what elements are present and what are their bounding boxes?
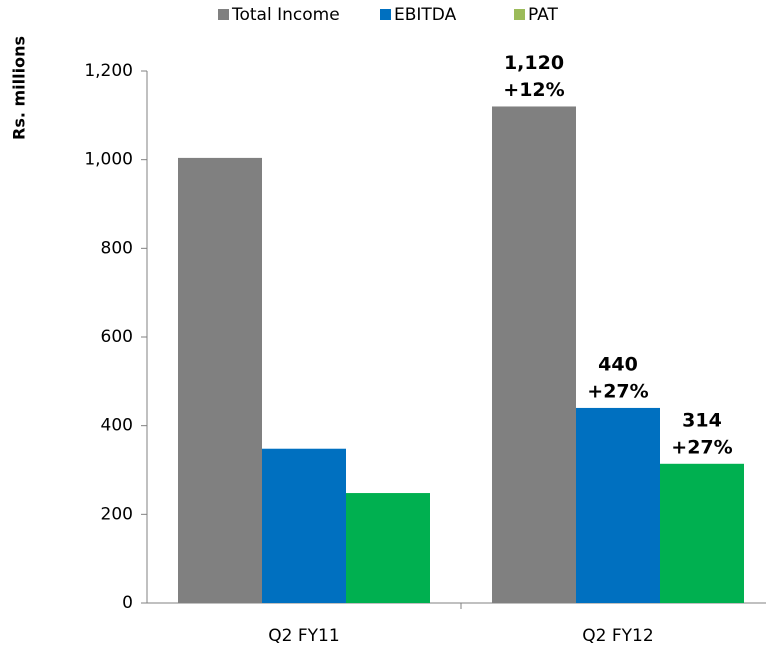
bar bbox=[660, 463, 744, 603]
y-axis-title: Rs. millions bbox=[10, 36, 29, 140]
change-label: +27% bbox=[671, 436, 732, 458]
legend-swatch bbox=[380, 9, 391, 20]
bar bbox=[492, 106, 576, 603]
change-label: +27% bbox=[587, 380, 648, 402]
change-label: +12% bbox=[503, 79, 564, 101]
y-tick-label: 0 bbox=[122, 593, 133, 613]
y-tick-label: 200 bbox=[101, 504, 133, 524]
y-tick-label: 400 bbox=[101, 416, 133, 436]
bar bbox=[178, 157, 262, 604]
legend-label: EBITDA bbox=[394, 5, 457, 25]
value-label: 440 bbox=[598, 353, 638, 375]
y-tick-label: 600 bbox=[101, 327, 133, 347]
x-tick-label: Q2 FY12 bbox=[582, 626, 653, 646]
legend-swatch bbox=[514, 9, 525, 20]
legend-label: PAT bbox=[528, 5, 558, 25]
bar bbox=[576, 407, 660, 603]
x-tick-label: Q2 FY11 bbox=[268, 626, 339, 646]
legend-label: Total Income bbox=[231, 5, 340, 25]
legend-swatch bbox=[218, 9, 229, 20]
y-tick-label: 1,000 bbox=[84, 150, 133, 170]
y-tick-label: 800 bbox=[101, 238, 133, 258]
bar bbox=[346, 493, 430, 603]
value-label: 1,120 bbox=[504, 52, 564, 74]
value-label: 314 bbox=[682, 409, 722, 431]
y-tick-label: 1,200 bbox=[84, 61, 133, 81]
bar bbox=[262, 448, 346, 603]
